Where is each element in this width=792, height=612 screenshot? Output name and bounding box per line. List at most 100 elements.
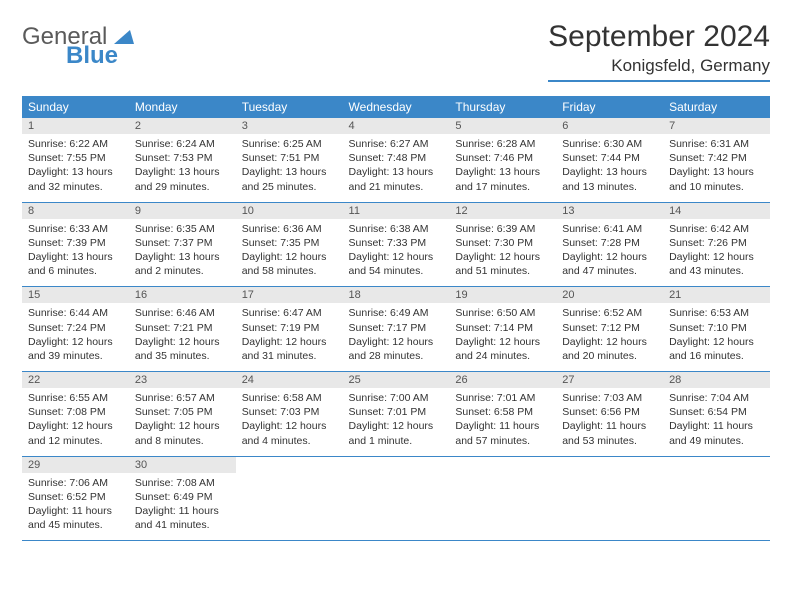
sunset-text: Sunset: 6:49 PM xyxy=(135,490,230,504)
day-number: 4 xyxy=(343,118,450,134)
day-data: Sunrise: 6:25 AMSunset: 7:51 PMDaylight:… xyxy=(236,134,343,202)
day-number: 19 xyxy=(449,287,556,303)
sunrise-text: Sunrise: 7:01 AM xyxy=(455,391,550,405)
day-data: Sunrise: 6:47 AMSunset: 7:19 PMDaylight:… xyxy=(236,303,343,371)
daylight-text: Daylight: 11 hours and 41 minutes. xyxy=(135,504,230,532)
calendar-day-cell: 11Sunrise: 6:38 AMSunset: 7:33 PMDayligh… xyxy=(343,202,450,287)
calendar-day-cell xyxy=(663,456,770,541)
day-data: Sunrise: 7:06 AMSunset: 6:52 PMDaylight:… xyxy=(22,473,129,541)
calendar-day-cell xyxy=(236,456,343,541)
calendar-day-cell: 6Sunrise: 6:30 AMSunset: 7:44 PMDaylight… xyxy=(556,118,663,202)
day-number: 22 xyxy=(22,372,129,388)
calendar-day-cell: 22Sunrise: 6:55 AMSunset: 7:08 PMDayligh… xyxy=(22,372,129,457)
sunrise-text: Sunrise: 6:33 AM xyxy=(28,222,123,236)
sunset-text: Sunset: 7:10 PM xyxy=(669,321,764,335)
sunset-text: Sunset: 7:33 PM xyxy=(349,236,444,250)
day-number: 11 xyxy=(343,203,450,219)
calendar-day-cell: 27Sunrise: 7:03 AMSunset: 6:56 PMDayligh… xyxy=(556,372,663,457)
sunrise-text: Sunrise: 6:39 AM xyxy=(455,222,550,236)
calendar-day-cell: 2Sunrise: 6:24 AMSunset: 7:53 PMDaylight… xyxy=(129,118,236,202)
day-data: Sunrise: 6:44 AMSunset: 7:24 PMDaylight:… xyxy=(22,303,129,371)
calendar-day-cell: 30Sunrise: 7:08 AMSunset: 6:49 PMDayligh… xyxy=(129,456,236,541)
weekday-header: Sunday xyxy=(22,96,129,118)
daylight-text: Daylight: 12 hours and 24 minutes. xyxy=(455,335,550,363)
sunrise-text: Sunrise: 6:22 AM xyxy=(28,137,123,151)
weekday-header: Friday xyxy=(556,96,663,118)
sunrise-text: Sunrise: 6:52 AM xyxy=(562,306,657,320)
calendar-day-cell: 28Sunrise: 7:04 AMSunset: 6:54 PMDayligh… xyxy=(663,372,770,457)
daylight-text: Daylight: 12 hours and 39 minutes. xyxy=(28,335,123,363)
sunrise-text: Sunrise: 6:35 AM xyxy=(135,222,230,236)
sunrise-text: Sunrise: 6:31 AM xyxy=(669,137,764,151)
day-data: Sunrise: 6:24 AMSunset: 7:53 PMDaylight:… xyxy=(129,134,236,202)
daylight-text: Daylight: 12 hours and 47 minutes. xyxy=(562,250,657,278)
daylight-text: Daylight: 11 hours and 53 minutes. xyxy=(562,419,657,447)
calendar-week-row: 15Sunrise: 6:44 AMSunset: 7:24 PMDayligh… xyxy=(22,287,770,372)
daylight-text: Daylight: 12 hours and 51 minutes. xyxy=(455,250,550,278)
sunrise-text: Sunrise: 6:58 AM xyxy=(242,391,337,405)
calendar-day-cell: 19Sunrise: 6:50 AMSunset: 7:14 PMDayligh… xyxy=(449,287,556,372)
sunset-text: Sunset: 7:26 PM xyxy=(669,236,764,250)
day-number: 7 xyxy=(663,118,770,134)
day-number: 5 xyxy=(449,118,556,134)
sunrise-text: Sunrise: 6:53 AM xyxy=(669,306,764,320)
header: General Blue September 2024 Konigsfeld, … xyxy=(22,20,770,82)
day-number: 3 xyxy=(236,118,343,134)
weekday-header: Wednesday xyxy=(343,96,450,118)
calendar-day-cell: 14Sunrise: 6:42 AMSunset: 7:26 PMDayligh… xyxy=(663,202,770,287)
month-title: September 2024 xyxy=(548,20,770,54)
sunset-text: Sunset: 7:46 PM xyxy=(455,151,550,165)
daylight-text: Daylight: 12 hours and 31 minutes. xyxy=(242,335,337,363)
weekday-header: Tuesday xyxy=(236,96,343,118)
daylight-text: Daylight: 12 hours and 8 minutes. xyxy=(135,419,230,447)
day-number: 23 xyxy=(129,372,236,388)
day-number: 24 xyxy=(236,372,343,388)
sunset-text: Sunset: 7:24 PM xyxy=(28,321,123,335)
day-data: Sunrise: 6:57 AMSunset: 7:05 PMDaylight:… xyxy=(129,388,236,456)
sunrise-text: Sunrise: 6:25 AM xyxy=(242,137,337,151)
day-number: 25 xyxy=(343,372,450,388)
daylight-text: Daylight: 12 hours and 43 minutes. xyxy=(669,250,764,278)
calendar-day-cell: 15Sunrise: 6:44 AMSunset: 7:24 PMDayligh… xyxy=(22,287,129,372)
day-data: Sunrise: 6:58 AMSunset: 7:03 PMDaylight:… xyxy=(236,388,343,456)
sunrise-text: Sunrise: 7:00 AM xyxy=(349,391,444,405)
day-data: Sunrise: 6:42 AMSunset: 7:26 PMDaylight:… xyxy=(663,219,770,287)
day-data: Sunrise: 6:53 AMSunset: 7:10 PMDaylight:… xyxy=(663,303,770,371)
day-data: Sunrise: 6:38 AMSunset: 7:33 PMDaylight:… xyxy=(343,219,450,287)
weekday-header: Saturday xyxy=(663,96,770,118)
day-number: 8 xyxy=(22,203,129,219)
calendar-day-cell: 24Sunrise: 6:58 AMSunset: 7:03 PMDayligh… xyxy=(236,372,343,457)
day-data: Sunrise: 7:01 AMSunset: 6:58 PMDaylight:… xyxy=(449,388,556,456)
daylight-text: Daylight: 12 hours and 35 minutes. xyxy=(135,335,230,363)
day-data: Sunrise: 6:30 AMSunset: 7:44 PMDaylight:… xyxy=(556,134,663,202)
calendar-body: 1Sunrise: 6:22 AMSunset: 7:55 PMDaylight… xyxy=(22,118,770,541)
weekday-header: Monday xyxy=(129,96,236,118)
day-data: Sunrise: 6:36 AMSunset: 7:35 PMDaylight:… xyxy=(236,219,343,287)
day-data: Sunrise: 6:50 AMSunset: 7:14 PMDaylight:… xyxy=(449,303,556,371)
daylight-text: Daylight: 13 hours and 17 minutes. xyxy=(455,165,550,193)
daylight-text: Daylight: 12 hours and 54 minutes. xyxy=(349,250,444,278)
day-data: Sunrise: 6:55 AMSunset: 7:08 PMDaylight:… xyxy=(22,388,129,456)
calendar-day-cell: 5Sunrise: 6:28 AMSunset: 7:46 PMDaylight… xyxy=(449,118,556,202)
sunset-text: Sunset: 7:30 PM xyxy=(455,236,550,250)
sunrise-text: Sunrise: 6:27 AM xyxy=(349,137,444,151)
day-number: 17 xyxy=(236,287,343,303)
sunrise-text: Sunrise: 6:42 AM xyxy=(669,222,764,236)
sunrise-text: Sunrise: 6:38 AM xyxy=(349,222,444,236)
day-number: 28 xyxy=(663,372,770,388)
calendar-day-cell xyxy=(449,456,556,541)
daylight-text: Daylight: 11 hours and 49 minutes. xyxy=(669,419,764,447)
day-number: 21 xyxy=(663,287,770,303)
sunrise-text: Sunrise: 6:36 AM xyxy=(242,222,337,236)
calendar-day-cell: 26Sunrise: 7:01 AMSunset: 6:58 PMDayligh… xyxy=(449,372,556,457)
day-number: 20 xyxy=(556,287,663,303)
sunset-text: Sunset: 7:05 PM xyxy=(135,405,230,419)
sunrise-text: Sunrise: 6:46 AM xyxy=(135,306,230,320)
day-data: Sunrise: 7:00 AMSunset: 7:01 PMDaylight:… xyxy=(343,388,450,456)
daylight-text: Daylight: 13 hours and 21 minutes. xyxy=(349,165,444,193)
sunset-text: Sunset: 7:21 PM xyxy=(135,321,230,335)
calendar-week-row: 22Sunrise: 6:55 AMSunset: 7:08 PMDayligh… xyxy=(22,372,770,457)
daylight-text: Daylight: 12 hours and 20 minutes. xyxy=(562,335,657,363)
sunrise-text: Sunrise: 7:03 AM xyxy=(562,391,657,405)
day-data: Sunrise: 7:04 AMSunset: 6:54 PMDaylight:… xyxy=(663,388,770,456)
